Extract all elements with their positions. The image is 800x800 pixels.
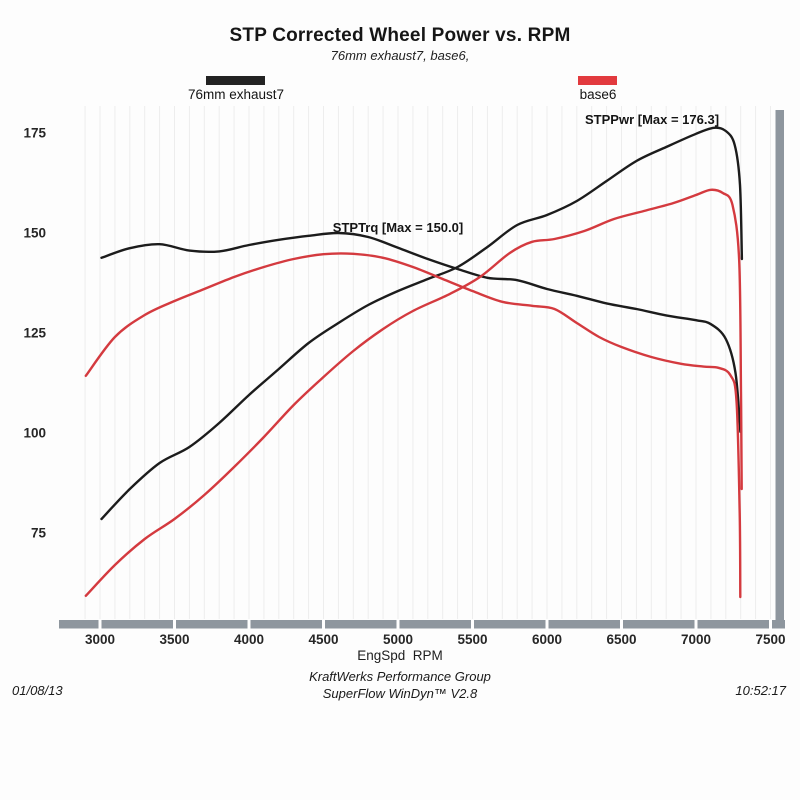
x-axis-tick-gap	[545, 619, 549, 629]
series-76mm-exhaust7-stppwr	[100, 126, 744, 521]
y-tick-label: 150	[23, 226, 46, 241]
x-tick-label: 3500	[159, 632, 189, 647]
y-tick-label: 75	[31, 526, 47, 541]
x-axis-tick-gap	[694, 619, 698, 629]
x-tick-label: 4000	[234, 632, 264, 647]
footer-software: SuperFlow WinDyn™ V2.8	[322, 686, 478, 701]
footer-organization: KraftWerks Performance Group	[309, 669, 491, 684]
x-axis-tick-gap	[247, 619, 251, 629]
x-axis-tick-gap	[396, 619, 400, 629]
series-base6-stppwr	[84, 188, 743, 597]
series-base6-stptrq	[84, 252, 742, 599]
legend-label-base6: base6	[579, 87, 617, 102]
x-tick-label: 5000	[383, 632, 413, 647]
x-tick-label: 5500	[457, 632, 487, 647]
annotation-stppwr: STPPwr [Max = 176.3]	[585, 112, 719, 127]
x-axis-label: EngSpd RPM	[357, 648, 443, 663]
x-tick-label: 6500	[606, 632, 636, 647]
right-axis-bar	[775, 110, 784, 629]
x-axis-tick-gap	[620, 619, 623, 629]
x-tick-label: 4500	[308, 632, 338, 647]
series-76mm-exhaust7-stptrq	[100, 231, 742, 433]
x-tick-label: 6000	[532, 632, 562, 647]
x-axis-tick-gap	[769, 619, 772, 629]
y-tick-label: 100	[23, 426, 46, 441]
x-axis-tick-gap	[322, 619, 325, 629]
legend-label-76mm-exhaust7: 76mm exhaust7	[187, 87, 285, 102]
chart-title: STP Corrected Wheel Power vs. RPM	[229, 25, 571, 46]
chart-subtitle: 76mm exhaust7, base6,	[330, 48, 470, 63]
y-tick-label: 175	[23, 126, 46, 141]
legend-swatch-base6	[578, 76, 617, 85]
footer-date: 01/08/13	[12, 683, 63, 698]
y-tick-label: 125	[23, 326, 46, 341]
x-axis-tick-gap	[98, 619, 102, 629]
x-tick-label: 7500	[755, 632, 785, 647]
x-axis-tick-gap	[471, 619, 474, 629]
footer-time: 10:52:17	[735, 683, 786, 698]
x-tick-label: 7000	[681, 632, 711, 647]
annotation-stptrq: STPTrq [Max = 150.0]	[333, 220, 463, 235]
legend-swatch-76mm-exhaust7	[206, 76, 265, 85]
x-axis-bar	[59, 620, 785, 629]
x-axis-tick-gap	[173, 619, 176, 629]
x-tick-label: 3000	[85, 632, 115, 647]
